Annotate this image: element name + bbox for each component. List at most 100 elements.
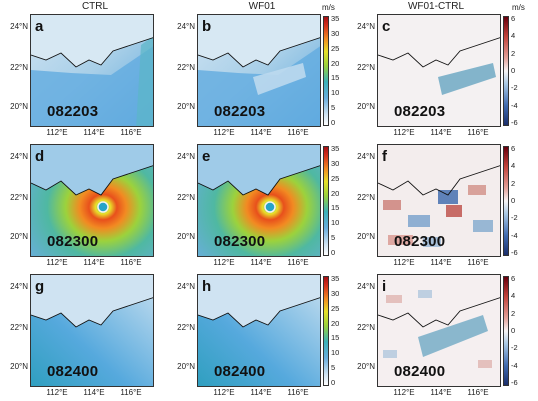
speed-colorbar-tick: 35 bbox=[331, 14, 340, 23]
lon-label: 114°E bbox=[430, 128, 452, 137]
lon-label: 116°E bbox=[287, 128, 309, 137]
lon-label: 112°E bbox=[393, 128, 415, 137]
wind-difference-082400 bbox=[378, 275, 500, 386]
lon-label: 112°E bbox=[213, 258, 235, 267]
wind-field-wf01-082400 bbox=[198, 275, 320, 386]
panel-letter: a bbox=[35, 18, 44, 35]
lon-label: 114°E bbox=[83, 258, 105, 267]
map-panel-f: f 082300 bbox=[377, 144, 501, 257]
speed-colorbar-tick: 30 bbox=[331, 158, 340, 168]
diff-colorbar-tick: 6 bbox=[511, 144, 516, 153]
diff-colorbar-tick: -2 bbox=[511, 83, 518, 93]
lat-label: 22°N bbox=[10, 193, 28, 202]
speed-colorbar-tick: 25 bbox=[331, 303, 340, 313]
lon-label: 116°E bbox=[287, 258, 309, 267]
lon-label: 112°E bbox=[46, 258, 68, 267]
diff-colorbar-tick: 2 bbox=[511, 48, 516, 58]
lon-label: 112°E bbox=[213, 388, 235, 397]
lon-label: 116°E bbox=[120, 128, 142, 137]
lat-label: 24°N bbox=[177, 282, 195, 291]
lon-label: 116°E bbox=[467, 388, 489, 397]
lat-label: 22°N bbox=[10, 63, 28, 72]
lon-label: 116°E bbox=[120, 388, 142, 397]
wind-field-wf01-082203 bbox=[198, 15, 320, 126]
diff-colorbar-tick: 2 bbox=[511, 178, 516, 188]
speed-colorbar-tick: 5 bbox=[331, 233, 336, 243]
map-panel-h: h 082400 bbox=[197, 274, 321, 387]
speed-colorbar-tick: 15 bbox=[331, 73, 340, 83]
lat-label: 24°N bbox=[177, 152, 195, 161]
lon-label: 112°E bbox=[46, 388, 68, 397]
lon-label: 116°E bbox=[467, 258, 489, 267]
panel-letter: c bbox=[382, 18, 391, 35]
diff-colorbar-tick: 2 bbox=[511, 308, 516, 318]
lat-label: 24°N bbox=[357, 22, 375, 31]
lon-label: 112°E bbox=[393, 258, 415, 267]
panel-time-label: 082400 bbox=[394, 363, 446, 380]
speed-colorbar-row3 bbox=[323, 276, 329, 386]
diff-colorbar-tick: 0 bbox=[511, 326, 516, 335]
speed-colorbar-tick: 25 bbox=[331, 43, 340, 53]
speed-colorbar-tick: 15 bbox=[331, 203, 340, 213]
lat-label: 24°N bbox=[357, 282, 375, 291]
map-panel-d: d 082300 bbox=[30, 144, 154, 257]
speed-colorbar-tick: 0 bbox=[331, 118, 336, 127]
diff-colorbar-tick: -2 bbox=[511, 213, 518, 223]
speed-colorbar-tick: 20 bbox=[331, 188, 340, 198]
map-panel-b: b 082203 bbox=[197, 14, 321, 127]
panel-letter: f bbox=[382, 148, 387, 165]
lon-label: 114°E bbox=[250, 388, 272, 397]
panel-letter: g bbox=[35, 278, 45, 295]
panel-time-label: 082203 bbox=[394, 103, 446, 120]
lat-label: 22°N bbox=[357, 323, 375, 332]
speed-colorbar-row1 bbox=[323, 16, 329, 126]
speed-colorbar-tick: 20 bbox=[331, 318, 340, 328]
wind-difference-082203 bbox=[378, 15, 500, 126]
lat-label: 20°N bbox=[10, 232, 28, 241]
lat-label: 20°N bbox=[357, 362, 375, 371]
diff-colorbar-tick: 4 bbox=[511, 31, 516, 41]
speed-colorbar-tick: 5 bbox=[331, 363, 336, 373]
diff-colorbar-tick: -6 bbox=[511, 248, 518, 257]
lat-label: 20°N bbox=[177, 362, 195, 371]
diff-colorbar-tick: -4 bbox=[511, 230, 518, 240]
speed-colorbar-tick: 30 bbox=[331, 28, 340, 38]
speed-colorbar-tick: 0 bbox=[331, 378, 336, 387]
wind-field-ctrl-082400 bbox=[31, 275, 153, 386]
lat-label: 24°N bbox=[177, 22, 195, 31]
diff-colorbar-tick: 0 bbox=[511, 196, 516, 205]
lat-label: 22°N bbox=[10, 323, 28, 332]
column-title-diff: WF01-CTRL bbox=[407, 1, 465, 12]
lon-label: 116°E bbox=[287, 388, 309, 397]
lon-label: 112°E bbox=[46, 128, 68, 137]
diff-colorbar-row2 bbox=[503, 146, 509, 256]
lat-label: 20°N bbox=[357, 232, 375, 241]
panel-time-label: 082203 bbox=[214, 103, 266, 120]
panel-letter: b bbox=[202, 18, 212, 35]
lat-label: 22°N bbox=[177, 193, 195, 202]
column-title-wf01: WF01 bbox=[248, 1, 276, 12]
lon-label: 116°E bbox=[120, 258, 142, 267]
panel-letter: i bbox=[382, 278, 387, 295]
speed-colorbar-tick: 20 bbox=[331, 58, 340, 68]
speed-colorbar-tick: 10 bbox=[331, 218, 340, 228]
lat-label: 20°N bbox=[10, 362, 28, 371]
speed-colorbar-tick: 5 bbox=[331, 103, 336, 113]
lat-label: 24°N bbox=[357, 152, 375, 161]
diff-colorbar-tick: -4 bbox=[511, 360, 518, 370]
lat-label: 22°N bbox=[357, 63, 375, 72]
diff-colorbar-tick: 4 bbox=[511, 161, 516, 171]
speed-colorbar-tick: 30 bbox=[331, 288, 340, 298]
lon-label: 114°E bbox=[250, 258, 272, 267]
speed-colorbar-tick: 35 bbox=[331, 274, 340, 283]
lat-label: 22°N bbox=[177, 323, 195, 332]
panel-letter: h bbox=[202, 278, 212, 295]
lon-label: 116°E bbox=[467, 128, 489, 137]
lon-label: 112°E bbox=[213, 128, 235, 137]
wind-field-wf01-082300 bbox=[198, 145, 320, 256]
lon-label: 114°E bbox=[430, 388, 452, 397]
panel-time-label: 082300 bbox=[47, 233, 99, 250]
diff-unit-label: m/s bbox=[512, 3, 525, 12]
lat-label: 24°N bbox=[10, 152, 28, 161]
speed-colorbar-row2 bbox=[323, 146, 329, 256]
